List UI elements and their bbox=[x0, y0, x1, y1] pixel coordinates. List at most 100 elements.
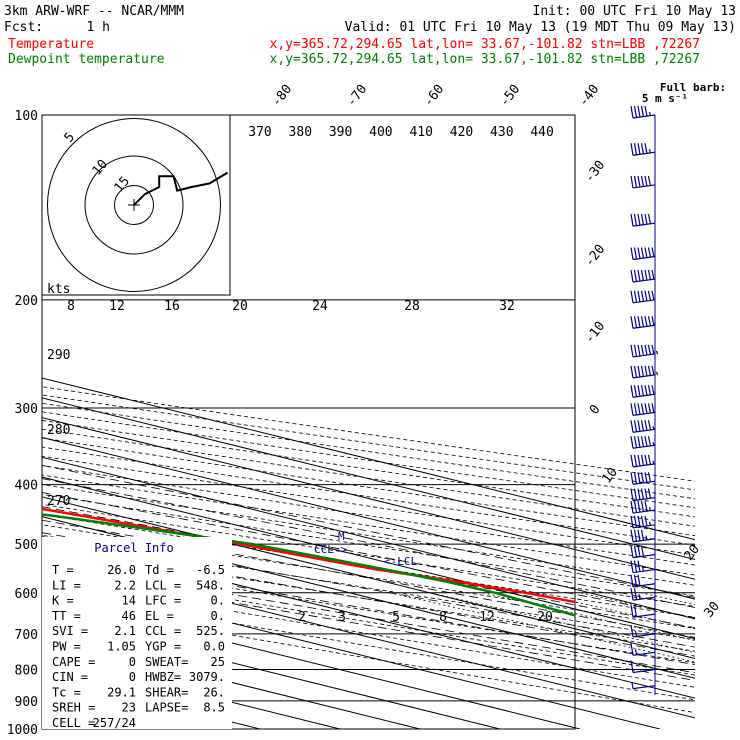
wind-barb bbox=[630, 344, 659, 358]
wind-barb-flag bbox=[630, 269, 634, 283]
wind-barb-flag bbox=[651, 365, 655, 376]
wind-barb-half bbox=[634, 649, 638, 655]
isotherm bbox=[42, 397, 695, 560]
parcel-info-row: Tc = 29.1 SHEAR= 26. bbox=[52, 685, 225, 699]
wind-barb-flag bbox=[640, 269, 645, 281]
wind-barb-half bbox=[655, 371, 659, 376]
wind-barb bbox=[630, 269, 656, 283]
theta-label: 430 bbox=[490, 125, 513, 140]
parcel-value-left: 29.1 bbox=[107, 685, 136, 699]
parcel-info-row: LI = 2.2 LCL = 548. bbox=[52, 578, 225, 592]
wind-barb-flag bbox=[637, 472, 641, 484]
mixing-ratio-line bbox=[482, 592, 695, 641]
parcel-value-right: 0.0 bbox=[203, 640, 225, 654]
wind-barb-flag bbox=[630, 105, 634, 119]
wind-barb-flag bbox=[637, 436, 641, 448]
wind-barb-flag bbox=[637, 515, 641, 528]
wind-barb-flag bbox=[637, 403, 641, 415]
wind-barb bbox=[630, 515, 656, 529]
parcel-info-row: TT = 46 EL = 0. bbox=[52, 609, 225, 623]
parcel-label-left: SVI = bbox=[52, 624, 88, 638]
parcel-label-right: Td = bbox=[145, 563, 174, 577]
wind-barb-staff bbox=[632, 668, 656, 674]
wind-barb bbox=[630, 105, 656, 119]
mixing-ratio-low-label: 2 bbox=[298, 610, 306, 625]
pressure-label: 500 bbox=[15, 538, 38, 553]
wind-barb-flag bbox=[647, 436, 652, 447]
hodograph-trace bbox=[133, 171, 229, 206]
wind-barb-flag bbox=[633, 545, 638, 558]
wind-barb bbox=[630, 643, 656, 656]
wind-barb bbox=[630, 500, 656, 514]
wind-barb-flag bbox=[637, 385, 641, 397]
parcel-info-box: Parcel Info T = 26.0 Td = -6.5LI = 2.2 LCL = 5… bbox=[42, 537, 232, 730]
wind-barb-flag bbox=[633, 290, 638, 303]
wind-barb-flag bbox=[637, 454, 641, 467]
wind-barb-flag bbox=[633, 385, 638, 397]
wind-barb bbox=[630, 420, 656, 433]
wind-barb-flag bbox=[644, 290, 648, 302]
dry-adiabat bbox=[42, 590, 695, 701]
parcel-value-right: 0. bbox=[211, 594, 225, 608]
wind-barb-flag bbox=[651, 269, 655, 280]
wind-barb-flag bbox=[640, 290, 645, 302]
wind-barb-flag bbox=[640, 403, 645, 415]
wind-barb-flag bbox=[633, 420, 638, 432]
wind-barb-flag bbox=[633, 472, 638, 485]
wind-barb-flag bbox=[637, 290, 641, 303]
isotherm-label: -50 bbox=[497, 82, 523, 110]
parcel-value-right: 525. bbox=[196, 624, 225, 638]
parcel-info-title: Parcel Info bbox=[94, 541, 173, 555]
mixing-ratio-line bbox=[429, 592, 695, 654]
wind-barb-flag bbox=[644, 488, 648, 500]
mixing-ratio-low-label: 20 bbox=[537, 610, 553, 625]
pressure-label: 900 bbox=[15, 695, 38, 710]
parcel-value-left: 1.05 bbox=[107, 640, 136, 654]
mixing-ratio-label: 32 bbox=[499, 299, 515, 314]
isotherm bbox=[42, 377, 695, 541]
theta-label: 390 bbox=[329, 125, 352, 140]
wind-barb-flag bbox=[640, 247, 645, 259]
mixing-ratio-low-label: 12 bbox=[479, 610, 495, 625]
parcel-info-row: CELL =257/24 bbox=[52, 716, 136, 730]
wind-barb-flag bbox=[630, 515, 634, 528]
wind-barb-flag bbox=[651, 385, 655, 395]
theta-label: 410 bbox=[409, 125, 432, 140]
mixing-ratio-label: 8 bbox=[67, 299, 75, 314]
wind-barb-flag bbox=[633, 515, 638, 528]
parcel-label-right: HWBZ= bbox=[145, 670, 181, 684]
mixing-ratio-low-label: 5 bbox=[392, 610, 400, 625]
parcel-label-left: PW = bbox=[52, 640, 81, 654]
wind-barb bbox=[630, 365, 659, 379]
theta-label: 400 bbox=[369, 125, 392, 140]
wind-barb-flag bbox=[640, 214, 645, 226]
wind-barb-flag bbox=[637, 269, 641, 282]
wind-barb-half bbox=[648, 149, 652, 154]
wind-barb-flag bbox=[633, 214, 638, 226]
wind-barb-flag bbox=[644, 454, 648, 466]
wind-barb-flag bbox=[640, 472, 645, 484]
wind-barb-flag bbox=[633, 105, 638, 118]
wind-barb-flag bbox=[647, 420, 652, 431]
wind-barb-flag bbox=[640, 500, 645, 512]
wind-barb-flag bbox=[647, 316, 652, 327]
parcel-info-row: CAPE = 0 SWEAT= 25 bbox=[52, 655, 225, 669]
mixing-ratio-low-label: 8 bbox=[439, 610, 447, 625]
temperature-legend: Temperature bbox=[8, 37, 94, 52]
parcel-info-row: T = 26.0 Td = -6.5 bbox=[52, 563, 225, 577]
wind-barb-flag bbox=[633, 269, 638, 282]
pressure-label: 700 bbox=[15, 628, 38, 643]
wind-barb-flag bbox=[637, 105, 641, 118]
theta-low-label: 280 bbox=[47, 423, 70, 438]
wind-barb bbox=[630, 290, 656, 304]
profile-clip-group bbox=[42, 507, 575, 617]
wind-barb-flag bbox=[630, 545, 634, 558]
wind-barb-half bbox=[652, 442, 655, 446]
wind-barb-flag bbox=[630, 214, 634, 227]
wind-barb-flag bbox=[644, 436, 648, 447]
parcel-label-right: LFC = bbox=[145, 594, 181, 608]
wind-barb-flag bbox=[651, 247, 655, 258]
wind-barb-staff bbox=[632, 685, 656, 690]
wind-barb-flag bbox=[644, 515, 648, 527]
